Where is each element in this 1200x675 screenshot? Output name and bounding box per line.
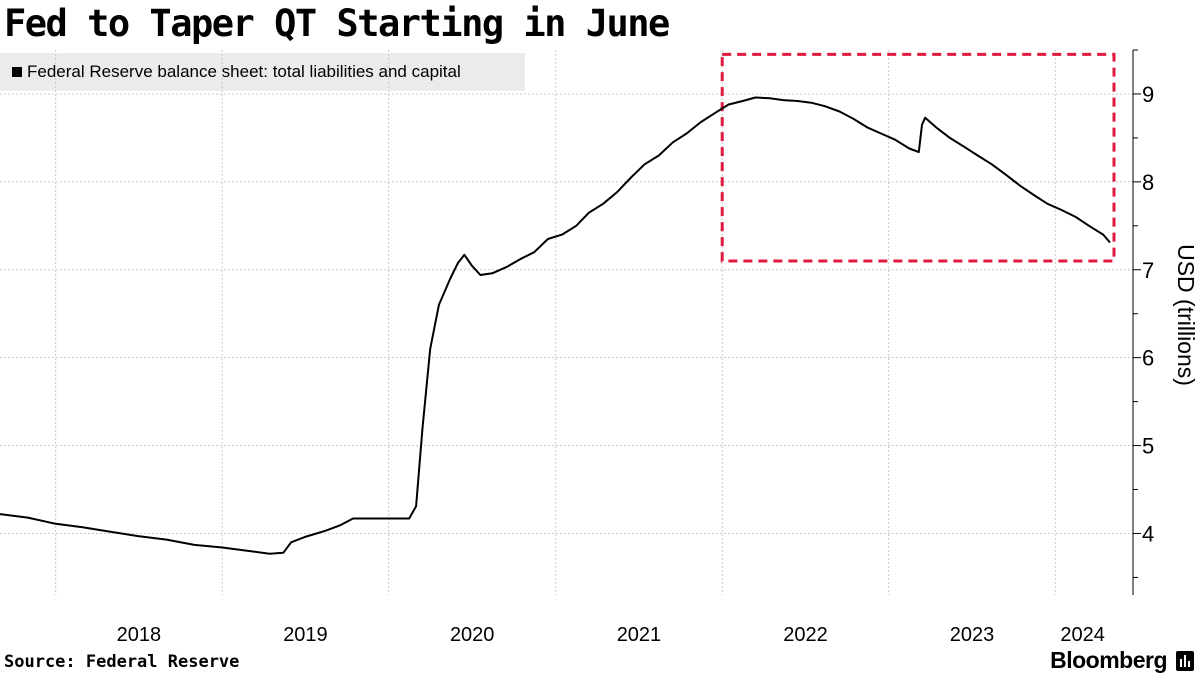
legend-label: Federal Reserve balance sheet: total lia…: [27, 62, 461, 81]
y-tick-label: 6: [1142, 346, 1154, 371]
legend: Federal Reserve balance sheet: total lia…: [0, 53, 525, 91]
y-tick-label: 4: [1142, 521, 1154, 546]
bloomberg-terminal-icon: [1176, 651, 1194, 671]
y-axis: 4 5 6 7 8 9: [1132, 49, 1154, 595]
y-tick-label: 8: [1142, 170, 1154, 195]
x-tick-label: 2022: [783, 624, 828, 646]
x-axis-ticks: 2018 2019 2020 2021 2022 2023 2024: [117, 624, 1105, 646]
x-tick-label: 2019: [283, 624, 328, 646]
grid-lines: [0, 50, 1133, 595]
y-axis-label: USD (trillions): [1173, 244, 1199, 386]
x-tick-label: 2020: [450, 624, 495, 646]
y-tick-label: 5: [1142, 434, 1154, 459]
x-tick-label: 2024: [1060, 624, 1105, 646]
x-tick-label: 2018: [117, 624, 162, 646]
highlight-box: [720, 52, 1116, 263]
chart-title: Fed to Taper QT Starting in June: [4, 2, 670, 45]
highlight-box-group: [720, 52, 1116, 263]
legend-swatch: [12, 67, 22, 77]
y-tick-label: 7: [1142, 258, 1154, 283]
source-note: Source: Federal Reserve: [4, 652, 240, 672]
y-tick-label: 9: [1142, 82, 1154, 107]
brand-logo: Bloomberg: [1050, 647, 1167, 673]
x-tick-label: 2023: [950, 624, 995, 646]
x-tick-label: 2021: [617, 624, 662, 646]
series-group: [0, 96, 1111, 555]
series-line: [0, 96, 1111, 555]
